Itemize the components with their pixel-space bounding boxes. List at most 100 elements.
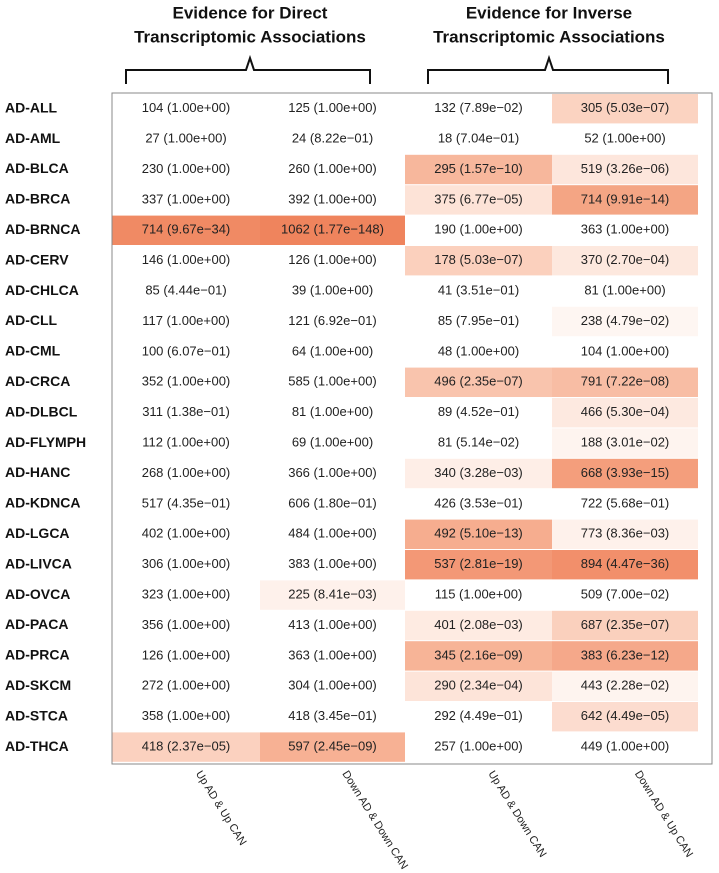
cell-value: 358 (1.00e+00) bbox=[142, 708, 231, 723]
cell-value: 449 (1.00e+00) bbox=[581, 739, 670, 754]
cell-fill bbox=[260, 489, 405, 519]
cell-value: 41 (3.51e−01) bbox=[438, 283, 519, 298]
cell-fill bbox=[260, 94, 405, 124]
cell-fill bbox=[405, 398, 552, 428]
cell-fill bbox=[112, 246, 260, 276]
cell-value: 773 (8.36e−03) bbox=[581, 526, 670, 541]
group-title: Transcriptomic Associations bbox=[433, 27, 665, 46]
cell-fill bbox=[260, 276, 405, 306]
cell-value: 292 (4.49e−01) bbox=[434, 708, 523, 723]
cell-value: 27 (1.00e+00) bbox=[145, 131, 226, 146]
cell-value: 52 (1.00e+00) bbox=[584, 131, 665, 146]
cell-fill bbox=[405, 702, 552, 732]
cell-fill bbox=[552, 154, 698, 185]
cell-value: 238 (4.79e−02) bbox=[581, 313, 670, 328]
cell-fill bbox=[260, 246, 405, 276]
cell-value: 126 (1.00e+00) bbox=[288, 252, 377, 267]
row-label: AD-LGCA bbox=[5, 525, 70, 541]
cell-fill bbox=[405, 550, 552, 580]
cell-value: 392 (1.00e+00) bbox=[288, 191, 377, 206]
cell-fill bbox=[405, 185, 552, 215]
cell-value: 418 (3.45e−01) bbox=[288, 708, 377, 723]
cell-value: 24 (8.22e−01) bbox=[292, 131, 373, 146]
cell-fill bbox=[552, 458, 698, 489]
row-label: AD-BRCA bbox=[5, 191, 70, 207]
cell-value: 517 (4.35e−01) bbox=[142, 495, 231, 510]
cell-fill bbox=[405, 671, 552, 701]
cell-fill bbox=[260, 550, 405, 580]
column-label: Up AD & Up CAN bbox=[193, 769, 249, 848]
row-label: AD-CERV bbox=[5, 251, 69, 267]
row-label: AD-CRCA bbox=[5, 373, 70, 389]
cell-fill bbox=[112, 732, 260, 762]
cell-fill bbox=[552, 550, 698, 580]
cell-fill bbox=[260, 306, 405, 337]
cell-value: 1062 (1.77e−148) bbox=[281, 222, 384, 237]
cell-value: 39 (1.00e+00) bbox=[292, 283, 373, 298]
cell-fill bbox=[552, 185, 698, 215]
row-label: AD-OVCA bbox=[5, 586, 70, 602]
cell-value: 121 (6.92e−01) bbox=[288, 313, 377, 328]
cell-fill bbox=[405, 489, 552, 519]
cell-fill bbox=[112, 276, 260, 306]
cell-fill bbox=[552, 306, 698, 337]
row-label: AD-PRCA bbox=[5, 647, 70, 663]
cell-value: 418 (2.37e−05) bbox=[142, 739, 231, 754]
cell-value: 18 (7.04e−01) bbox=[438, 131, 519, 146]
cell-value: 383 (6.23e−12) bbox=[581, 647, 670, 662]
cell-value: 268 (1.00e+00) bbox=[142, 465, 231, 480]
cell-fill bbox=[552, 215, 698, 245]
cell-fill bbox=[112, 428, 260, 458]
cell-value: 290 (2.34e−04) bbox=[434, 678, 523, 693]
cell-fill bbox=[405, 458, 552, 489]
row-label: AD-KDNCA bbox=[5, 495, 80, 511]
cell-fill bbox=[405, 154, 552, 185]
row-label: AD-STCA bbox=[5, 707, 68, 723]
cell-fill bbox=[405, 246, 552, 276]
cell-value: 340 (3.28e−03) bbox=[434, 465, 523, 480]
cell-fill bbox=[405, 94, 552, 124]
cell-fill bbox=[260, 124, 405, 154]
cell-fill bbox=[112, 641, 260, 671]
cell-value: 85 (7.95e−01) bbox=[438, 313, 519, 328]
cell-fill bbox=[552, 702, 698, 732]
cell-value: 257 (1.00e+00) bbox=[434, 739, 523, 754]
cell-fill bbox=[405, 337, 552, 367]
cell-fill bbox=[112, 550, 260, 580]
cell-fill bbox=[112, 185, 260, 215]
cell-value: 306 (1.00e+00) bbox=[142, 556, 231, 571]
cell-value: 117 (1.00e+00) bbox=[142, 313, 230, 328]
cell-fill bbox=[405, 519, 552, 549]
row-label: AD-HANC bbox=[5, 464, 70, 480]
cell-value: 370 (2.70e−04) bbox=[581, 252, 670, 267]
cell-value: 125 (1.00e+00) bbox=[288, 100, 377, 115]
cell-fill bbox=[112, 94, 260, 124]
cell-value: 366 (1.00e+00) bbox=[288, 465, 377, 480]
cell-value: 642 (4.49e−05) bbox=[581, 708, 670, 723]
cell-fill bbox=[112, 580, 260, 610]
cell-value: 492 (5.10e−13) bbox=[434, 526, 523, 541]
cell-fill bbox=[112, 215, 260, 245]
cell-fill bbox=[260, 154, 405, 185]
cell-value: 363 (1.00e+00) bbox=[288, 647, 377, 662]
cell-value: 791 (7.22e−08) bbox=[581, 374, 670, 389]
table-frame bbox=[111, 92, 713, 765]
row-label: AD-THCA bbox=[5, 738, 69, 754]
cell-value: 81 (1.00e+00) bbox=[584, 283, 665, 298]
cell-value: 295 (1.57e−10) bbox=[434, 161, 523, 176]
row-label: AD-CML bbox=[5, 343, 61, 359]
cell-value: 337 (1.00e+00) bbox=[142, 191, 231, 206]
cell-value: 352 (1.00e+00) bbox=[142, 374, 231, 389]
cell-fill bbox=[112, 702, 260, 732]
row-label: AD-CLL bbox=[5, 312, 58, 328]
cell-value: 230 (1.00e+00) bbox=[142, 161, 231, 176]
row-label: AD-FLYMPH bbox=[5, 434, 86, 450]
cell-value: 69 (1.00e+00) bbox=[292, 435, 373, 450]
bracket bbox=[125, 54, 371, 84]
cell-fill bbox=[112, 154, 260, 185]
cell-value: 597 (2.45e−09) bbox=[288, 739, 377, 754]
cell-fill bbox=[112, 306, 260, 337]
cell-fill bbox=[260, 367, 405, 397]
